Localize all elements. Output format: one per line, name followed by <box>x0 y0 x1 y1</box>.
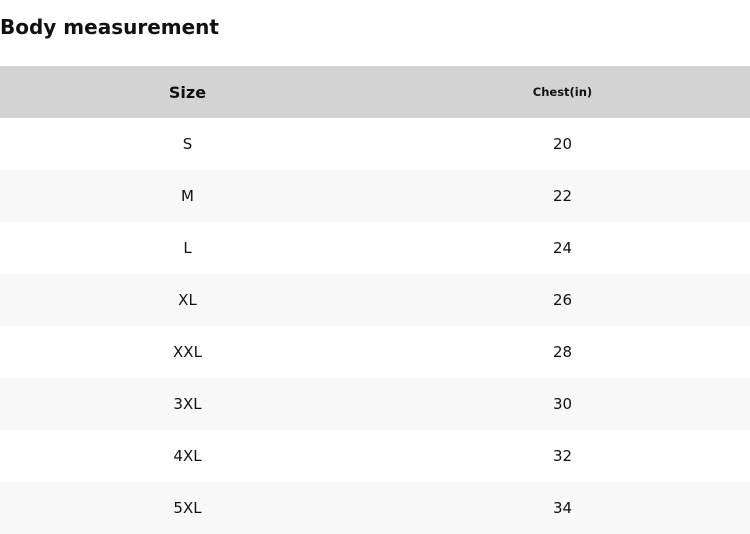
size-cell: 5XL <box>173 499 202 517</box>
size-cell: L <box>183 239 192 257</box>
page-title: Body measurement <box>0 15 219 39</box>
table-row: M 22 <box>0 170 750 222</box>
chest-cell: 34 <box>552 499 573 517</box>
table-row: 4XL 32 <box>0 430 750 482</box>
size-cell: M <box>181 187 194 205</box>
chest-cell: 28 <box>552 343 573 361</box>
size-chart-table: Size Chest(in) S 20 M 22 L 24 XL 26 XXL 28 3XL 30 4X… <box>0 66 750 534</box>
column-header-size: Size <box>168 82 207 102</box>
size-cell: 4XL <box>173 447 202 465</box>
size-cell: XXL <box>173 343 202 361</box>
table-row: 3XL 30 <box>0 378 750 430</box>
table-row: 5XL 34 <box>0 482 750 534</box>
chest-cell: 22 <box>552 187 573 205</box>
chest-cell: 32 <box>552 447 573 465</box>
chest-cell: 20 <box>552 135 573 153</box>
size-cell: 3XL <box>173 395 202 413</box>
chest-cell: 24 <box>552 239 573 257</box>
column-header-chest: Chest(in) <box>532 85 593 99</box>
size-cell: XL <box>178 291 197 309</box>
table-row: L 24 <box>0 222 750 274</box>
chest-cell: 26 <box>552 291 573 309</box>
table-row: XXL 28 <box>0 326 750 378</box>
table-row: S 20 <box>0 118 750 170</box>
chest-cell: 30 <box>552 395 573 413</box>
table-row: XL 26 <box>0 274 750 326</box>
table-header-row: Size Chest(in) <box>0 66 750 118</box>
size-cell: S <box>182 135 193 153</box>
